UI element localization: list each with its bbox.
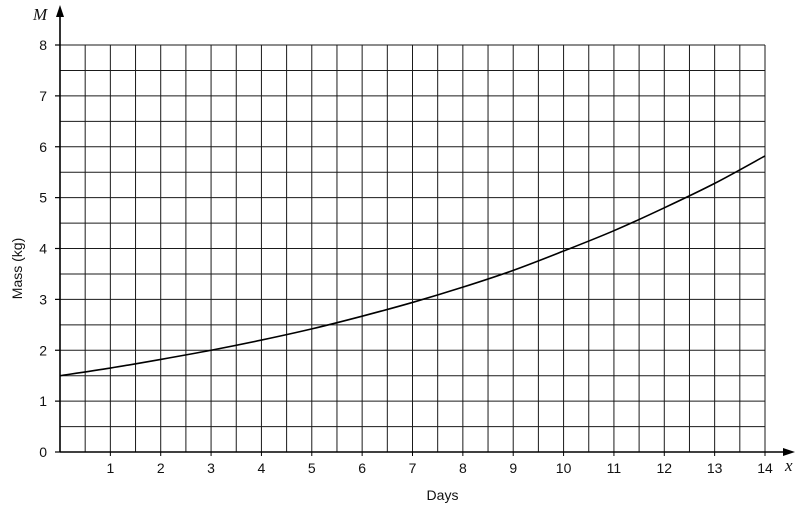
y-tick-label: 1	[39, 393, 47, 409]
x-tick-label: 12	[656, 460, 672, 476]
y-axis-arrow	[56, 5, 64, 17]
y-tick-label: 8	[39, 37, 47, 53]
x-tick-label: 6	[358, 460, 366, 476]
x-tick-label: 7	[409, 460, 417, 476]
series-line	[59, 155, 766, 377]
x-tick-label: 13	[707, 460, 723, 476]
x-axis-label: Days	[427, 487, 459, 503]
grid	[59, 44, 766, 453]
x-tick-label: 10	[556, 460, 572, 476]
series	[59, 155, 766, 377]
y-tick-label: 5	[39, 190, 47, 206]
x-tick-label: 5	[308, 460, 316, 476]
y-tick-label: 4	[39, 241, 47, 257]
y-tick-label: 2	[39, 342, 47, 358]
x-tick-label: 3	[207, 460, 215, 476]
y-tick-label: 6	[39, 139, 47, 155]
axes	[56, 5, 795, 456]
y-tick-label: 0	[39, 444, 47, 460]
y-axis-label: Mass (kg)	[9, 238, 25, 299]
y-axis-letter: M	[32, 5, 48, 24]
x-axis-arrow	[783, 448, 795, 456]
x-tick-label: 2	[157, 460, 165, 476]
x-tick-label: 14	[757, 460, 773, 476]
y-tick-label: 7	[39, 88, 47, 104]
x-tick-label: 9	[509, 460, 517, 476]
x-tick-label: 4	[258, 460, 266, 476]
x-tick-label: 1	[106, 460, 114, 476]
x-tick-label: 8	[459, 460, 467, 476]
x-axis-letter: x	[784, 456, 793, 475]
y-tick-label: 3	[39, 291, 47, 307]
x-tick-label: 11	[607, 460, 622, 476]
